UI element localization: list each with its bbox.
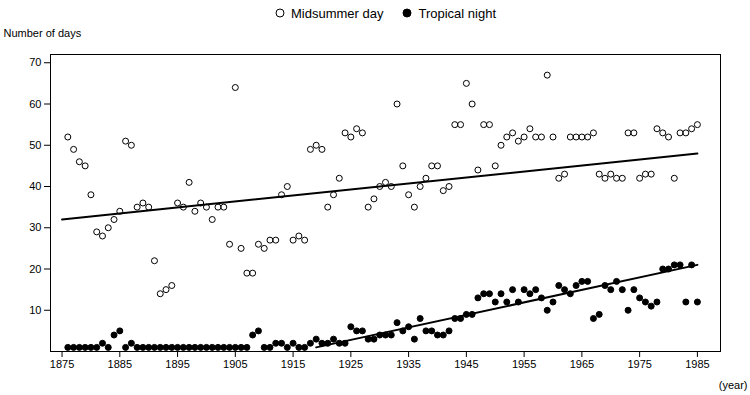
svg-text:30: 30	[29, 221, 41, 233]
svg-text:70: 70	[29, 56, 41, 68]
html-text:Tropical night: Tropical night	[418, 5, 496, 21]
svg-text:1985: 1985	[685, 358, 709, 370]
svg-text:1965: 1965	[570, 358, 594, 370]
svg-text:60: 60	[29, 98, 41, 110]
html-text:Midsummer day: Midsummer day	[291, 5, 384, 21]
svg-text:1905: 1905	[223, 358, 247, 370]
svg-text:(year): (year)	[719, 379, 748, 391]
svg-text:1925: 1925	[339, 358, 363, 370]
svg-text:1875: 1875	[50, 358, 74, 370]
svg-text:Number of days: Number of days	[4, 27, 82, 39]
svg-text:1895: 1895	[165, 358, 189, 370]
svg-text:20: 20	[29, 263, 41, 275]
svg-text:1945: 1945	[454, 358, 478, 370]
svg-text:50: 50	[29, 139, 41, 151]
svg-text:1955: 1955	[512, 358, 536, 370]
svg-text:1885: 1885	[108, 358, 132, 370]
svg-text:10: 10	[29, 304, 41, 316]
svg-text:1935: 1935	[396, 358, 420, 370]
svg-text:40: 40	[29, 180, 41, 192]
svg-text:1915: 1915	[281, 358, 305, 370]
svg-text:1975: 1975	[627, 358, 651, 370]
